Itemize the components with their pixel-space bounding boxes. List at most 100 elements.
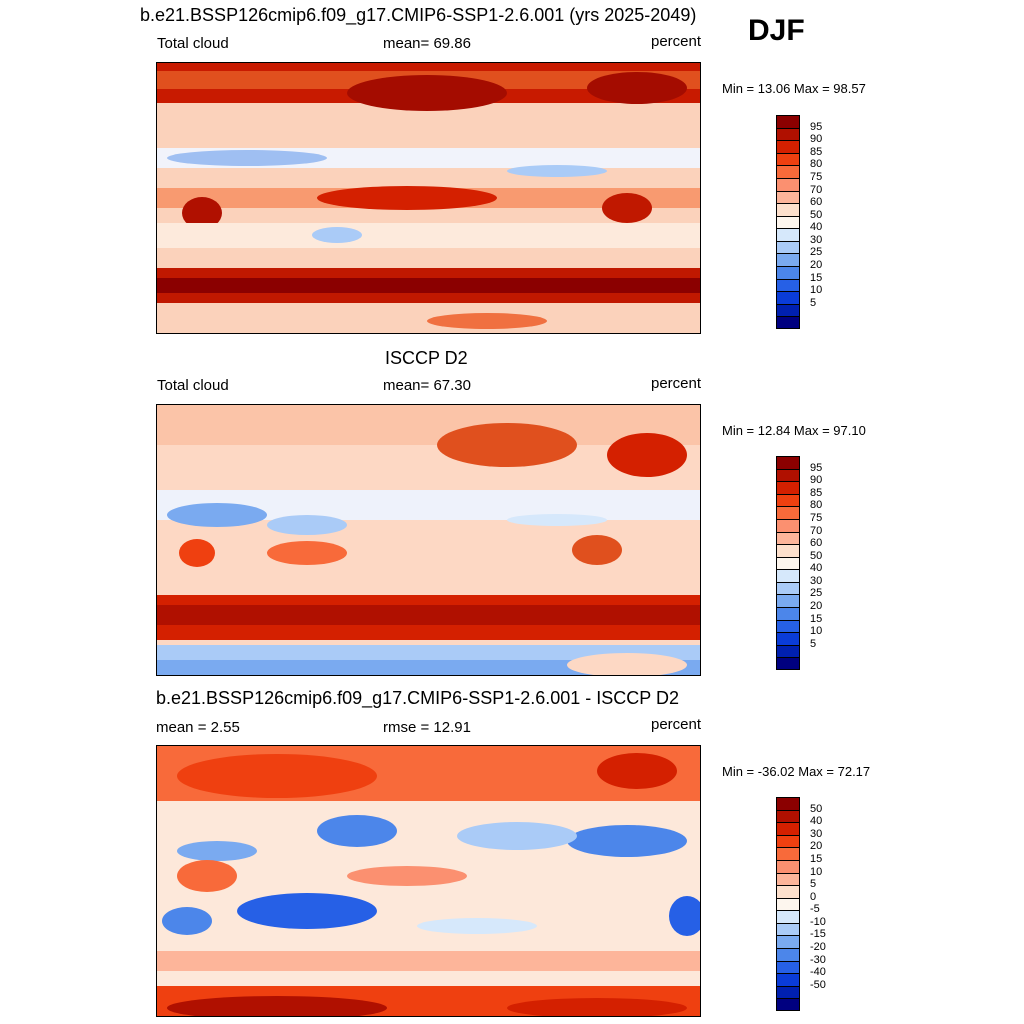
colorbar-tick-label: 15 (810, 852, 823, 865)
colorbar-tick-label: 10 (810, 284, 823, 297)
panel-1-title: b.e21.BSSP126cmip6.f09_g17.CMIP6-SSP1-2.… (140, 5, 697, 25)
colorbar-tick-label: 15 (810, 271, 823, 284)
colorbar-tick-label: 60 (810, 196, 823, 209)
colorbar-swatch (776, 152, 800, 166)
colorbar-swatch (776, 481, 800, 495)
panel-3-rmse-label: rmse = 12.91 (383, 719, 471, 736)
colorbar-tick-label: 85 (810, 486, 823, 499)
colorbar-swatch (776, 303, 800, 317)
colorbar-swatch (776, 644, 800, 658)
colorbar-tick-label: -40 (810, 966, 826, 979)
colorbar-tick-label: 70 (810, 524, 823, 537)
colorbar-swatch (776, 127, 800, 141)
colorbar-swatch (776, 619, 800, 633)
colorbar-tick-label: 80 (810, 499, 823, 512)
colorbar-swatch (776, 859, 800, 873)
panel-2-mean-label: mean= 67.30 (383, 377, 471, 394)
colorbar-tick-label: 60 (810, 537, 823, 550)
colorbar-swatch (776, 834, 800, 848)
colorbar-frame (776, 456, 800, 670)
colorbar-tick-label: 10 (810, 625, 823, 638)
colorbar-swatch (776, 556, 800, 570)
panel-1-units-label: percent (651, 33, 702, 50)
colorbar-swatch (776, 822, 800, 836)
colorbar-swatch (776, 468, 800, 482)
panel-2-variable-label: Total cloud (157, 377, 229, 394)
colorbar-tick-label: -20 (810, 941, 826, 954)
colorbar-tick-label: 30 (810, 827, 823, 840)
panel-1-map (156, 62, 701, 334)
colorbar-swatch (776, 960, 800, 974)
colorbar-tick-label: 5 (810, 878, 817, 891)
colorbar-tick-label: 5 (810, 637, 817, 650)
colorbar-tick-label: 5 (810, 296, 817, 309)
colorbar-swatch (776, 569, 800, 583)
colorbar-swatch (776, 910, 800, 924)
panel-3-map (156, 745, 701, 1017)
colorbar-swatch (776, 948, 800, 962)
colorbar-tick-label: 20 (810, 840, 823, 853)
colorbar-tick-label: 30 (810, 574, 823, 587)
colorbar-tick-label: 40 (810, 221, 823, 234)
colorbar-tick-label: 75 (810, 511, 823, 524)
colorbar-tick-label: 70 (810, 183, 823, 196)
colorbar-swatch (776, 215, 800, 229)
colorbar-tick-label: 25 (810, 246, 823, 259)
colorbar-swatch (776, 140, 800, 154)
panel-3-title: b.e21.BSSP126cmip6.f09_g17.CMIP6-SSP1-2.… (156, 688, 679, 708)
colorbar-swatch (776, 594, 800, 608)
panel-1-map-field (157, 63, 700, 333)
colorbar-swatch (776, 240, 800, 254)
colorbar-swatch (776, 657, 800, 671)
panel-2-map (156, 404, 701, 676)
colorbar-swatch (776, 506, 800, 520)
colorbar-tick-label: 80 (810, 158, 823, 171)
panel-2-title: ISCCP D2 (385, 348, 468, 368)
panel-3-colorbar (776, 797, 800, 1012)
colorbar-swatch (776, 607, 800, 621)
colorbar-swatch (776, 581, 800, 595)
colorbar-swatch (776, 190, 800, 204)
colorbar-tick-label: 10 (810, 865, 823, 878)
colorbar-tick-label: 85 (810, 145, 823, 158)
colorbar-tick-label: 50 (810, 549, 823, 562)
colorbar-tick-label: 75 (810, 170, 823, 183)
panel-1-minmax: Min = 13.06 Max = 98.57 (722, 81, 866, 96)
colorbar-tick-label: 95 (810, 120, 823, 133)
colorbar-swatch (776, 998, 800, 1012)
colorbar-tick-label: 0 (810, 890, 817, 903)
colorbar-swatch (776, 316, 800, 330)
panel-1-colorbar (776, 115, 800, 330)
colorbar-tick-label: 40 (810, 815, 823, 828)
colorbar-tick-label: 50 (810, 802, 823, 815)
panel-3-mean-label: mean = 2.55 (156, 719, 240, 736)
colorbar-swatch (776, 632, 800, 646)
panel-2-minmax: Min = 12.84 Max = 97.10 (722, 423, 866, 438)
colorbar-tick-label: 95 (810, 461, 823, 474)
colorbar-swatch (776, 809, 800, 823)
colorbar-swatch (776, 885, 800, 899)
colorbar-swatch (776, 973, 800, 987)
colorbar-swatch (776, 228, 800, 242)
colorbar-swatch (776, 872, 800, 886)
colorbar-swatch (776, 493, 800, 507)
colorbar-swatch (776, 847, 800, 861)
colorbar-swatch (776, 518, 800, 532)
panel-2-colorbar (776, 456, 800, 671)
colorbar-tick-label: -5 (810, 903, 820, 916)
colorbar-tick-label: 90 (810, 133, 823, 146)
panel-2-units-label: percent (651, 375, 702, 392)
colorbar-swatch (776, 531, 800, 545)
colorbar-swatch (776, 253, 800, 267)
colorbar-swatch (776, 935, 800, 949)
colorbar-tick-label: 30 (810, 233, 823, 246)
colorbar-tick-label: 90 (810, 474, 823, 487)
colorbar-tick-label: -15 (810, 928, 826, 941)
panel-2-map-field (157, 405, 700, 675)
panel-1-mean-label: mean= 69.86 (383, 35, 471, 52)
colorbar-tick-label: 20 (810, 600, 823, 613)
colorbar-tick-label: 15 (810, 612, 823, 625)
colorbar-tick-label: -10 (810, 915, 826, 928)
colorbar-tick-label: 50 (810, 208, 823, 221)
colorbar-tick-label: -30 (810, 953, 826, 966)
